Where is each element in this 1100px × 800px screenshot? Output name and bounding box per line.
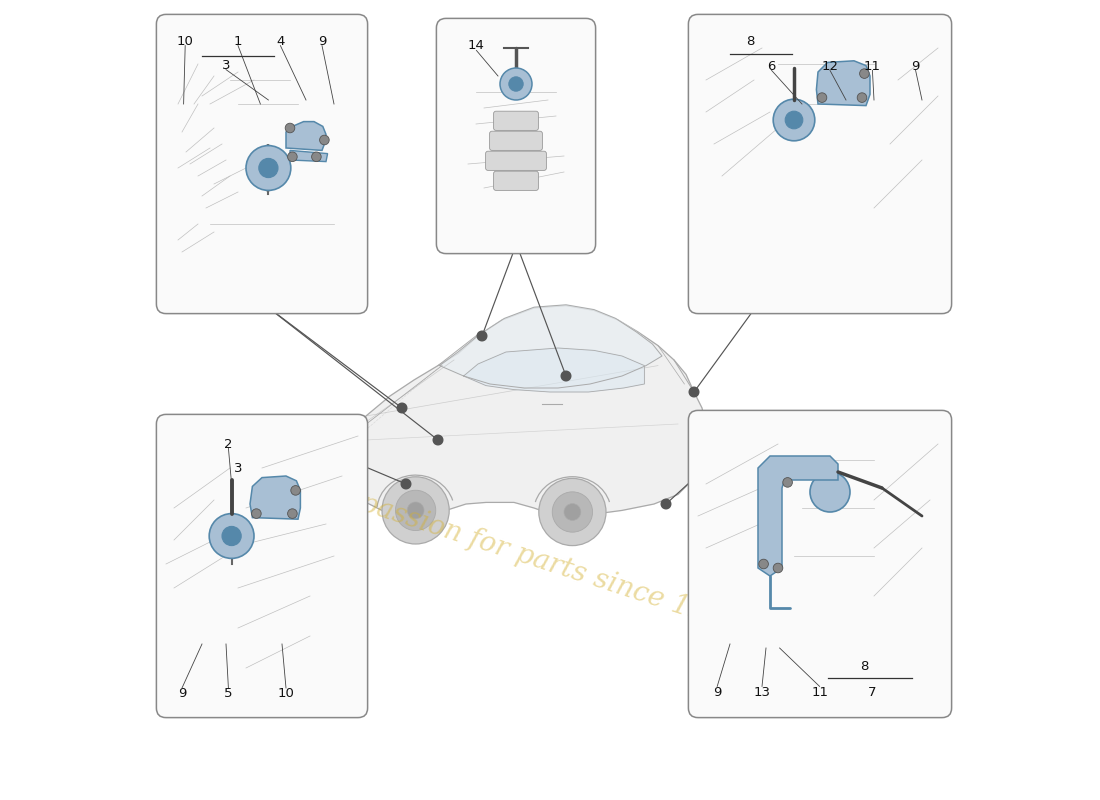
Circle shape [690,387,698,397]
FancyBboxPatch shape [437,18,595,254]
Circle shape [810,472,850,512]
Text: 9: 9 [318,35,327,48]
Circle shape [320,135,329,145]
Polygon shape [816,61,870,106]
Text: 11: 11 [811,686,828,698]
Circle shape [209,514,254,558]
Circle shape [817,93,827,102]
Text: 8: 8 [746,35,755,48]
Circle shape [759,559,769,569]
Polygon shape [463,348,645,392]
Circle shape [433,435,443,445]
FancyBboxPatch shape [156,414,367,718]
Circle shape [290,486,300,495]
Text: 9: 9 [912,60,920,73]
Circle shape [407,502,424,519]
Circle shape [785,111,803,129]
Circle shape [246,146,290,190]
Text: 10: 10 [277,687,295,700]
Circle shape [311,152,321,162]
FancyBboxPatch shape [494,111,538,130]
FancyBboxPatch shape [156,14,367,314]
Polygon shape [286,122,326,150]
Polygon shape [306,306,706,516]
Circle shape [661,499,671,509]
Text: 2: 2 [224,438,233,450]
Circle shape [397,403,407,413]
Text: passion for parts since 1982: passion for parts since 1982 [356,490,744,638]
Text: 10: 10 [177,35,194,48]
Text: 6: 6 [768,60,776,73]
Circle shape [561,371,571,381]
Circle shape [564,504,581,520]
Circle shape [285,123,295,133]
FancyBboxPatch shape [494,171,538,190]
Circle shape [783,478,792,487]
Circle shape [773,563,783,573]
Text: 7: 7 [868,686,877,698]
Polygon shape [250,476,300,519]
Circle shape [857,93,867,102]
Polygon shape [290,150,328,162]
Circle shape [500,68,532,100]
Text: 11: 11 [864,60,881,73]
FancyBboxPatch shape [490,131,542,150]
Circle shape [382,477,449,544]
Circle shape [859,69,869,78]
Text: 12: 12 [822,60,838,73]
Circle shape [395,490,436,530]
Circle shape [539,478,606,546]
Text: 8: 8 [860,660,869,673]
FancyBboxPatch shape [689,14,952,314]
Circle shape [222,526,241,546]
Circle shape [252,509,261,518]
Circle shape [552,492,593,532]
Circle shape [402,479,410,489]
Circle shape [773,99,815,141]
Text: 4: 4 [276,35,285,48]
Text: 5: 5 [224,687,233,700]
Text: 9: 9 [178,687,186,700]
Polygon shape [440,305,662,388]
Text: 9: 9 [713,686,722,698]
Circle shape [258,158,278,178]
Circle shape [509,77,524,91]
Circle shape [287,509,297,518]
Text: 3: 3 [222,59,230,72]
Text: 1: 1 [233,35,242,48]
FancyBboxPatch shape [485,151,547,170]
Text: 14: 14 [468,39,485,52]
Text: 3: 3 [233,462,242,474]
Circle shape [287,152,297,162]
Circle shape [477,331,487,341]
Polygon shape [758,456,838,576]
Text: 13: 13 [754,686,770,698]
FancyBboxPatch shape [689,410,952,718]
